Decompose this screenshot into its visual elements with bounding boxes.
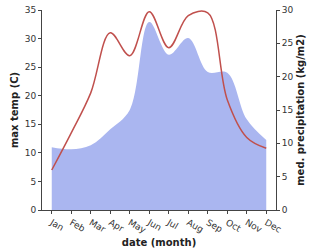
svg-text:Apr: Apr: [107, 217, 126, 234]
svg-text:0: 0: [282, 205, 288, 215]
svg-text:Jul: Jul: [165, 217, 180, 232]
svg-text:30: 30: [25, 34, 37, 44]
svg-text:35: 35: [25, 5, 36, 15]
svg-text:15: 15: [25, 119, 36, 129]
svg-text:Mar: Mar: [88, 217, 108, 234]
svg-text:15: 15: [282, 105, 293, 115]
svg-text:Dec: Dec: [263, 217, 283, 234]
svg-text:Jan: Jan: [48, 217, 66, 233]
svg-text:20: 20: [25, 91, 37, 101]
svg-text:30: 30: [282, 5, 294, 15]
svg-text:date (month): date (month): [122, 237, 196, 248]
svg-text:25: 25: [282, 38, 293, 48]
svg-text:May: May: [127, 217, 149, 235]
svg-text:Oct: Oct: [224, 217, 243, 234]
svg-text:max temp (C): max temp (C): [9, 72, 20, 148]
svg-text:5: 5: [282, 172, 288, 182]
svg-text:25: 25: [25, 62, 36, 72]
svg-text:Sep: Sep: [205, 217, 225, 234]
svg-text:Nov: Nov: [244, 217, 265, 235]
svg-text:Feb: Feb: [68, 217, 87, 234]
svg-text:Jun: Jun: [145, 217, 163, 233]
svg-text:5: 5: [30, 177, 36, 187]
svg-text:10: 10: [282, 138, 294, 148]
svg-text:0: 0: [30, 205, 36, 215]
svg-text:med. precipitation (kg/m2): med. precipitation (kg/m2): [295, 34, 306, 186]
svg-text:Aug: Aug: [185, 217, 205, 234]
svg-text:20: 20: [282, 72, 294, 82]
svg-text:10: 10: [25, 148, 37, 158]
